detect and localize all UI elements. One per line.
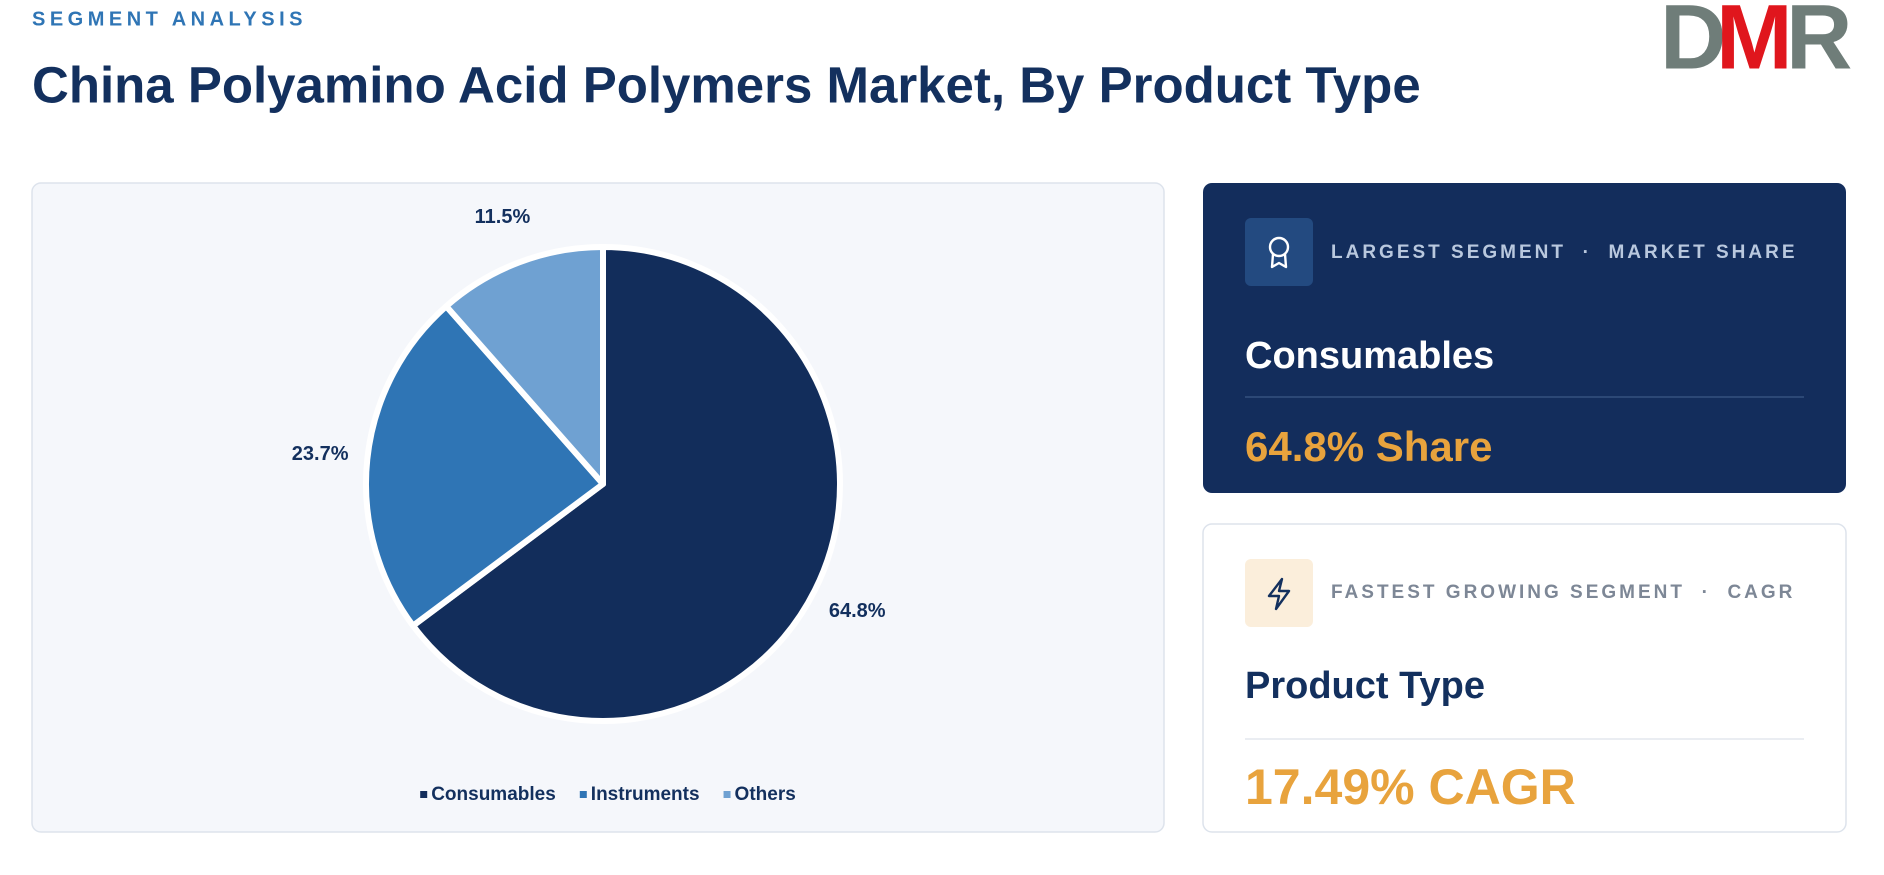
icon-box	[1245, 218, 1313, 286]
legend: Consumables Instruments Others	[420, 784, 796, 805]
eyebrow: SEGMENT ANALYSIS	[32, 8, 307, 30]
page-title: China Polyamino Acid Polymers Market, By…	[32, 56, 1421, 113]
card-segment: Product Type	[1245, 665, 1485, 707]
card	[1203, 183, 1846, 493]
data-label: 23.7%	[292, 443, 349, 465]
card	[1202, 523, 1847, 833]
pie-chart: 64.8% 23.7% 11.5%	[292, 206, 886, 724]
logo-letter: R	[1786, 0, 1852, 88]
award-icon	[1268, 236, 1290, 269]
logo-letter: M	[1716, 0, 1787, 88]
legend-swatch	[579, 791, 587, 798]
pie-slice	[410, 244, 843, 724]
card-metric: 64.8% Share	[1245, 423, 1493, 470]
card-label: FASTEST GROWING SEGMENT · CAGR	[1331, 582, 1795, 603]
icon-box	[1245, 559, 1313, 627]
pie-slice	[443, 244, 606, 487]
card-label: LARGEST SEGMENT · MARKET SHARE	[1331, 242, 1798, 263]
legend-swatch	[420, 791, 428, 798]
pie-slice	[363, 303, 606, 629]
legend-label: Consumables	[431, 784, 556, 805]
bolt-icon	[1267, 577, 1291, 611]
data-label: 11.5%	[475, 206, 531, 228]
legend-label: Instruments	[591, 784, 700, 805]
logo-letter: D	[1660, 0, 1723, 88]
legend-swatch	[723, 791, 731, 798]
logo: D M R	[1660, 0, 1852, 88]
card-metric: 17.49% CAGR	[1245, 759, 1576, 815]
legend-label: Others	[735, 784, 796, 805]
card-segment: Consumables	[1245, 335, 1494, 377]
data-label: 64.8%	[829, 600, 886, 622]
